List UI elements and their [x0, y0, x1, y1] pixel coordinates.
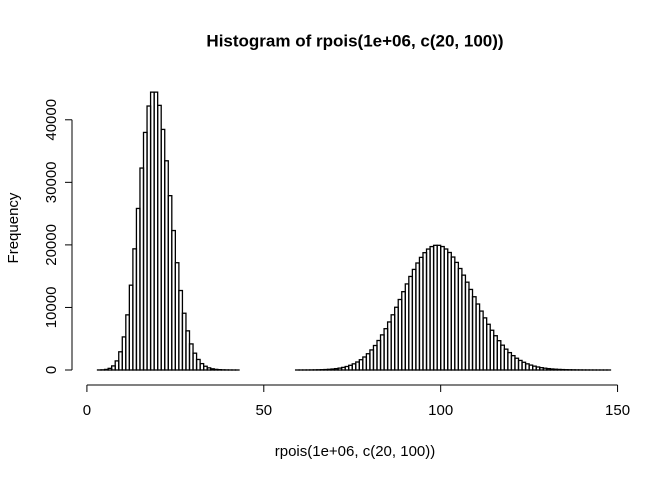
- y-tick-label: 20000: [43, 224, 60, 266]
- y-tick-label: 10000: [43, 287, 60, 329]
- chart-title: Histogram of rpois(1e+06, c(20, 100)): [206, 31, 503, 50]
- x-axis-label: rpois(1e+06, c(20, 100)): [275, 443, 436, 460]
- x-tick-label: 0: [83, 402, 91, 419]
- x-tick-label: 100: [428, 402, 453, 419]
- y-axis-label: Frequency: [5, 192, 22, 263]
- x-tick-label: 150: [605, 402, 630, 419]
- x-tick-label: 50: [255, 402, 272, 419]
- y-tick-label: 0: [43, 366, 60, 374]
- y-tick-label: 30000: [43, 161, 60, 203]
- y-tick-label: 40000: [43, 99, 60, 141]
